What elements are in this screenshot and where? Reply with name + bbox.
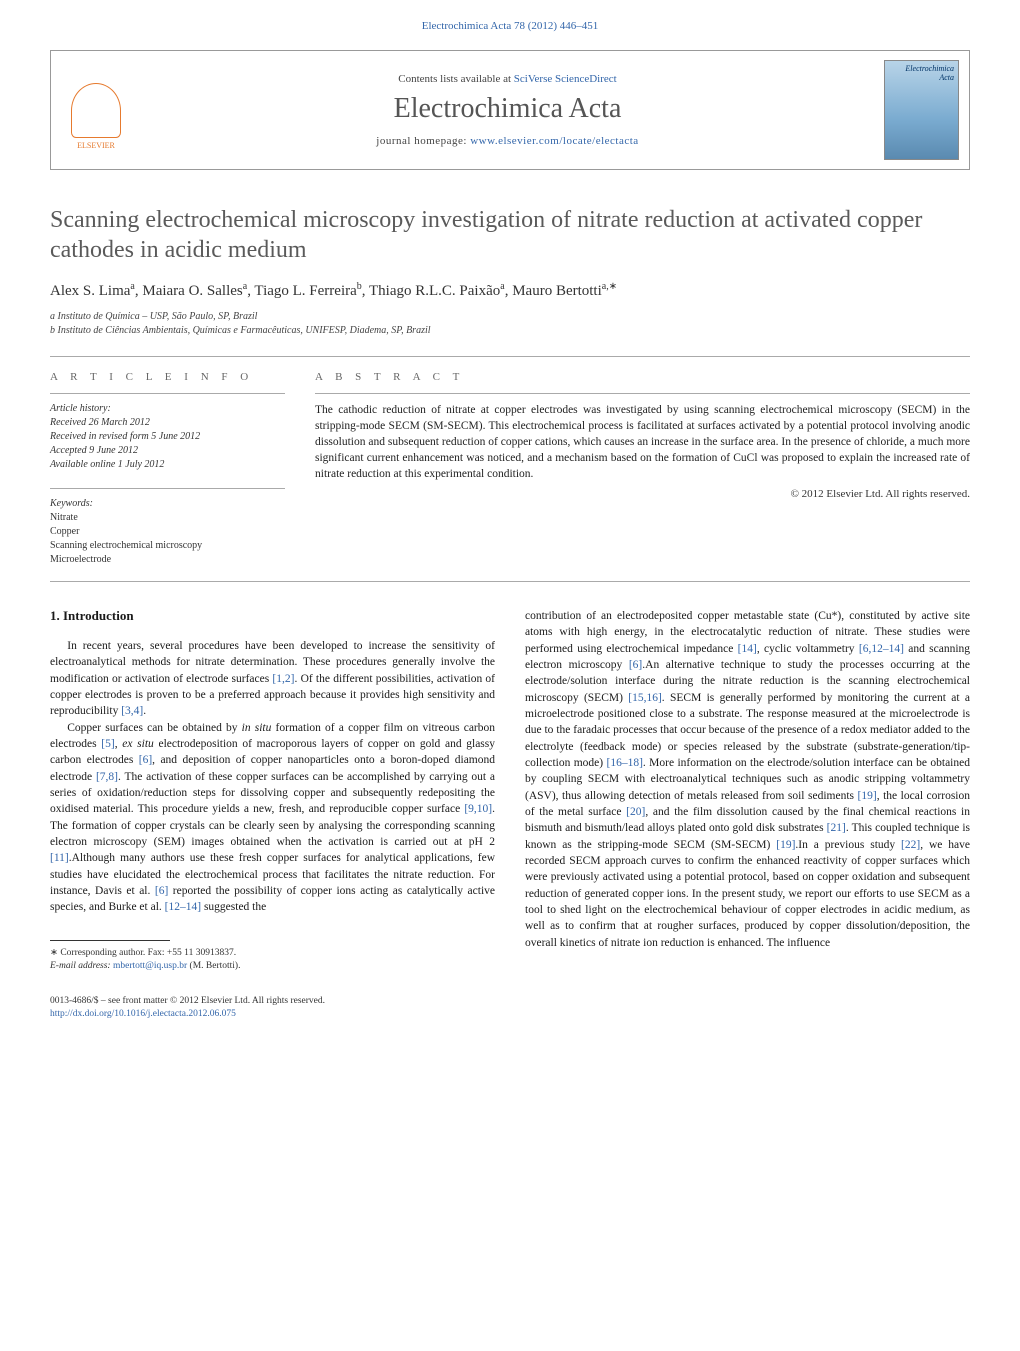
intro-p2: Copper surfaces can be obtained by in si… xyxy=(50,720,495,916)
keyword-0: Nitrate xyxy=(50,511,285,525)
history-received: Received 26 March 2012 xyxy=(50,416,285,430)
corr-author-line: ∗ Corresponding author. Fax: +55 11 3091… xyxy=(50,947,495,960)
cover-title-l2: Acta xyxy=(939,73,954,82)
journal-reference: Electrochimica Acta 78 (2012) 446–451 xyxy=(50,20,970,32)
intro-p1: In recent years, several procedures have… xyxy=(50,638,495,720)
keyword-1: Copper xyxy=(50,525,285,539)
journal-header-center: Contents lists available at SciVerse Sci… xyxy=(141,51,874,169)
history-revised: Received in revised form 5 June 2012 xyxy=(50,430,285,444)
publisher-name: ELSEVIER xyxy=(77,141,115,150)
abstract-copyright: © 2012 Elsevier Ltd. All rights reserved… xyxy=(315,488,970,500)
journal-cover-cell: Electrochimica Acta xyxy=(874,51,969,169)
journal-homepage-link[interactable]: www.elsevier.com/locate/electacta xyxy=(470,135,639,147)
info-abstract-row: A R T I C L E I N F O Article history: R… xyxy=(50,371,970,567)
cover-title: Electrochimica Acta xyxy=(889,65,954,83)
elsevier-tree-icon xyxy=(71,83,121,138)
contents-prefix: Contents lists available at xyxy=(398,73,513,85)
corresponding-author-footnote: ∗ Corresponding author. Fax: +55 11 3091… xyxy=(50,947,495,974)
info-divider xyxy=(50,393,285,394)
keywords-block: Keywords: Nitrate Copper Scanning electr… xyxy=(50,497,285,567)
journal-homepage-line: journal homepage: www.elsevier.com/locat… xyxy=(376,135,638,147)
elsevier-logo: ELSEVIER xyxy=(61,70,131,150)
journal-cover-thumbnail: Electrochimica Acta xyxy=(884,60,959,160)
intro-p3: contribution of an electrodeposited copp… xyxy=(525,608,970,951)
body-text-left: In recent years, several procedures have… xyxy=(50,638,495,916)
authors-list: Alex S. Limaa, Maiara O. Sallesa, Tiago … xyxy=(50,281,970,300)
article-title: Scanning electrochemical microscopy inve… xyxy=(50,205,970,265)
contents-available-line: Contents lists available at SciVerse Sci… xyxy=(398,73,616,85)
section-heading-introduction: 1. Introduction xyxy=(50,608,495,624)
doi-link[interactable]: http://dx.doi.org/10.1016/j.electacta.20… xyxy=(50,1009,236,1019)
affiliation-a: a Instituto de Química – USP, São Paulo,… xyxy=(50,310,970,324)
affiliation-b: b Instituto de Ciências Ambientais, Quím… xyxy=(50,324,970,338)
abstract-label: A B S T R A C T xyxy=(315,371,970,383)
body-column-right: contribution of an electrodeposited copp… xyxy=(525,608,970,1022)
affiliations-block: a Instituto de Química – USP, São Paulo,… xyxy=(50,310,970,338)
issn-copyright-line: 0013-4686/$ – see front matter © 2012 El… xyxy=(50,995,495,1008)
abstract-column: A B S T R A C T The cathodic reduction o… xyxy=(315,371,970,567)
body-column-left: 1. Introduction In recent years, several… xyxy=(50,608,495,1022)
keywords-divider xyxy=(50,488,285,489)
corr-email-link[interactable]: mbertott@iq.usp.br xyxy=(113,961,187,971)
keyword-2: Scanning electrochemical microscopy xyxy=(50,539,285,553)
article-info-column: A R T I C L E I N F O Article history: R… xyxy=(50,371,285,567)
email-label: E-mail address: xyxy=(50,961,113,971)
bottom-meta: 0013-4686/$ – see front matter © 2012 El… xyxy=(50,995,495,1022)
history-online: Available online 1 July 2012 xyxy=(50,458,285,472)
keywords-label: Keywords: xyxy=(50,497,285,511)
email-suffix: (M. Bertotti). xyxy=(187,961,240,971)
sciencedirect-link[interactable]: SciVerse ScienceDirect xyxy=(514,73,617,85)
keyword-3: Microelectrode xyxy=(50,553,285,567)
body-columns: 1. Introduction In recent years, several… xyxy=(50,608,970,1022)
publisher-logo-cell: ELSEVIER xyxy=(51,51,141,169)
journal-title: Electrochimica Acta xyxy=(394,93,622,125)
article-history: Article history: Received 26 March 2012 … xyxy=(50,402,285,472)
cover-title-l1: Electrochimica xyxy=(905,64,954,73)
body-text-right: contribution of an electrodeposited copp… xyxy=(525,608,970,951)
abstract-text: The cathodic reduction of nitrate at cop… xyxy=(315,402,970,482)
divider-bottom xyxy=(50,581,970,582)
corr-email-line: E-mail address: mbertott@iq.usp.br (M. B… xyxy=(50,960,495,973)
footnote-separator xyxy=(50,940,170,941)
abstract-divider xyxy=(315,393,970,394)
homepage-prefix: journal homepage: xyxy=(376,135,470,147)
history-label: Article history: xyxy=(50,402,285,416)
history-accepted: Accepted 9 June 2012 xyxy=(50,444,285,458)
divider-top xyxy=(50,356,970,357)
article-info-label: A R T I C L E I N F O xyxy=(50,371,285,383)
journal-header-box: ELSEVIER Contents lists available at Sci… xyxy=(50,50,970,170)
